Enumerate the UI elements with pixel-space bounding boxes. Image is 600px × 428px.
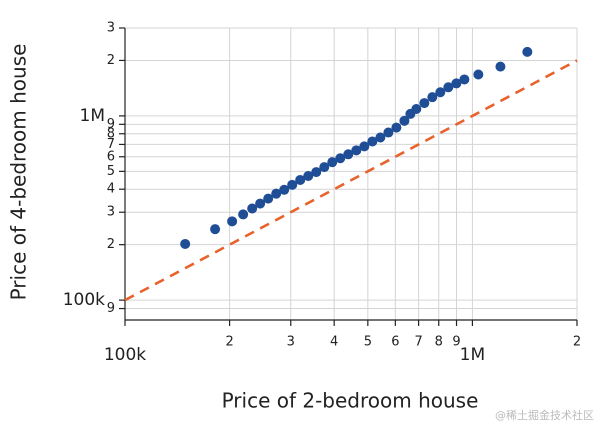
- x-tick-label: 3: [287, 335, 295, 350]
- point: [319, 162, 330, 173]
- x-tick-label: 9: [452, 335, 460, 350]
- x-tick-label: 4: [330, 335, 338, 350]
- x-axis-title: Price of 2-bedroom house: [222, 389, 479, 413]
- point: [210, 224, 221, 235]
- point: [427, 92, 438, 103]
- point: [451, 78, 462, 89]
- point: [522, 46, 533, 57]
- point: [399, 115, 410, 126]
- point: [279, 184, 290, 195]
- point: [411, 104, 422, 115]
- y-tick-label: 4: [107, 182, 115, 197]
- x-tick-label: 2: [573, 335, 581, 350]
- point: [459, 74, 470, 85]
- x-tick-label: 2: [225, 335, 233, 350]
- point: [271, 188, 282, 199]
- point: [180, 238, 191, 249]
- point: [391, 122, 402, 133]
- y-tick-label: 6: [107, 149, 115, 164]
- point: [359, 141, 370, 152]
- y-tick-label: 5: [107, 164, 115, 179]
- point: [303, 171, 314, 182]
- point: [311, 167, 322, 178]
- point: [367, 136, 378, 147]
- point: [238, 209, 249, 220]
- point: [247, 203, 258, 214]
- y-tick-label: 1M: [80, 106, 105, 126]
- x-tick-label: 1M: [460, 345, 485, 365]
- point: [327, 157, 338, 168]
- point: [435, 87, 446, 98]
- point: [419, 98, 430, 109]
- y-tick-label: 8: [107, 126, 115, 141]
- point: [295, 174, 306, 185]
- point: [263, 193, 274, 204]
- point: [227, 216, 238, 227]
- y-axis-title: Price of 4-bedroom house: [7, 44, 31, 301]
- point: [443, 82, 454, 93]
- y-tick-label: 100k: [63, 290, 105, 310]
- y-tick-label: 9: [107, 117, 115, 132]
- point: [473, 69, 484, 80]
- point: [375, 132, 386, 143]
- y-tick-label: 2: [107, 53, 115, 68]
- point: [351, 145, 362, 156]
- y-tick-label: 3: [107, 205, 115, 220]
- x-tick-label: 8: [435, 335, 443, 350]
- point: [255, 198, 266, 209]
- x-tick-label: 6: [391, 335, 399, 350]
- x-tick-label: 100k: [104, 345, 146, 365]
- point: [383, 127, 394, 138]
- watermark: @稀土掘金技术社区: [495, 408, 594, 422]
- point: [495, 61, 506, 72]
- y-tick-label: 2: [107, 237, 115, 252]
- point: [335, 153, 346, 164]
- y-tick-label: 7: [107, 137, 115, 152]
- point: [287, 179, 298, 190]
- point: [343, 149, 354, 160]
- x-tick-label: 5: [364, 335, 372, 350]
- reference-line: [124, 59, 578, 302]
- x-tick-label: 7: [414, 335, 422, 350]
- y-tick-label: 9: [107, 301, 115, 316]
- y-tick-label: 3: [107, 21, 115, 36]
